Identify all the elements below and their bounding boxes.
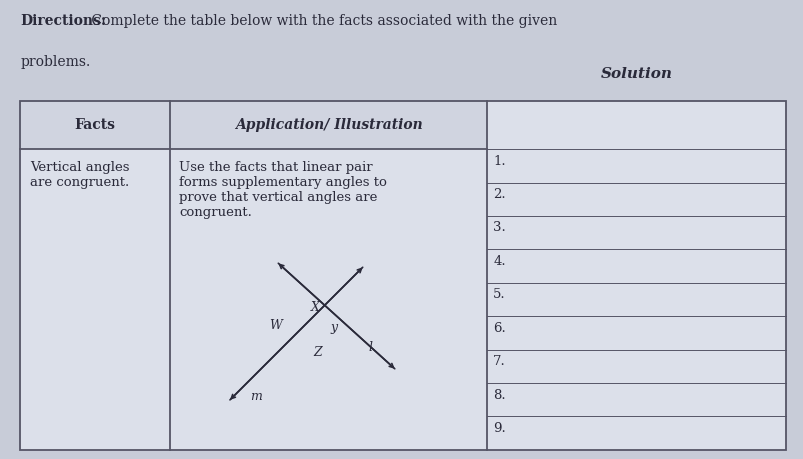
- Text: 9.: 9.: [492, 422, 505, 435]
- Text: problems.: problems.: [20, 55, 90, 69]
- Text: y: y: [330, 321, 336, 334]
- Text: 3.: 3.: [492, 222, 505, 235]
- Text: Facts: Facts: [74, 118, 115, 132]
- Text: 1.: 1.: [492, 155, 505, 168]
- Text: Vertical angles
are congruent.: Vertical angles are congruent.: [30, 161, 129, 189]
- Text: 2.: 2.: [492, 188, 505, 201]
- Text: X: X: [310, 302, 319, 314]
- Text: Solution: Solution: [600, 67, 672, 81]
- Text: 8.: 8.: [492, 388, 505, 402]
- Text: Application/ Illustration: Application/ Illustration: [234, 118, 422, 132]
- Text: l: l: [369, 341, 373, 354]
- Text: 6.: 6.: [492, 322, 505, 335]
- Text: 4.: 4.: [492, 255, 505, 268]
- Text: Use the facts that linear pair
forms supplementary angles to
prove that vertical: Use the facts that linear pair forms sup…: [179, 161, 386, 218]
- Text: Directions:: Directions:: [20, 14, 106, 28]
- Text: 7.: 7.: [492, 355, 505, 368]
- Text: 5.: 5.: [492, 288, 505, 301]
- Text: W: W: [269, 319, 282, 332]
- Text: Z: Z: [312, 346, 321, 358]
- Text: m: m: [250, 390, 262, 403]
- Text: Complete the table below with the facts associated with the given: Complete the table below with the facts …: [87, 14, 556, 28]
